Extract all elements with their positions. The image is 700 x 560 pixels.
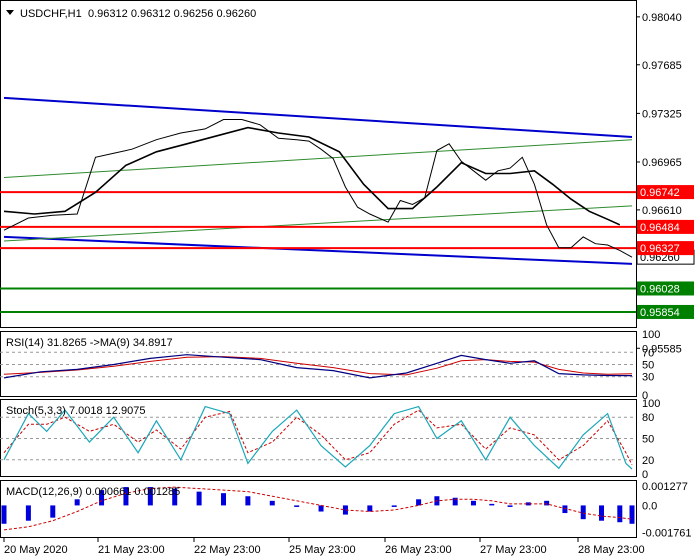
rsi-tick-0: 100	[642, 329, 660, 341]
stoch-label: Stoch(5,3,3) 7.0018 12.9075	[6, 405, 145, 417]
level-tag-4	[637, 304, 694, 319]
channel-line-3	[3, 205, 633, 242]
level-label-2: 0.96327	[640, 243, 680, 255]
stoch-tick-1: 80	[642, 412, 654, 424]
channel-line-0	[3, 96, 633, 138]
macd-bar-29	[629, 505, 635, 524]
macd-bar-23	[525, 502, 531, 506]
ohlc-label: 0.96312 0.96312 0.96256 0.96260	[88, 8, 256, 20]
macd-bar-9	[220, 493, 226, 506]
macd-indicator: 0.001277 0.0 -0.001761	[1, 481, 692, 539]
time-axis: 20 May 2020 21 May 23:00 22 May 23:00 25 Ma…	[3, 538, 645, 556]
macd-bar-13	[318, 505, 324, 512]
rsi-tick-3: 30	[642, 372, 654, 384]
symbol-dropdown-icon[interactable]	[6, 10, 14, 15]
price-panel[interactable]	[0, 0, 637, 328]
last-price-label: 0.96260	[640, 252, 680, 264]
time-label-4: 26 May 23:00	[385, 544, 452, 556]
macd-bar-15	[367, 505, 373, 512]
price-tick-label-2: 0.97325	[642, 108, 682, 120]
rsi-label: RSI(14) 31.8265 ->MA(9) 34.8917	[6, 337, 173, 349]
rsi-main-line	[3, 354, 633, 379]
macd-bar-6	[147, 487, 153, 506]
stoch-tick-0: 100	[642, 398, 660, 410]
macd-bar-17	[416, 499, 422, 506]
macd-bar-0	[1, 505, 7, 524]
level-tag-0	[637, 185, 694, 200]
level-lines	[0, 191, 636, 313]
level-tag-2	[637, 241, 694, 256]
macd-signal-line	[3, 486, 633, 531]
macd-bar-3	[74, 499, 80, 506]
price-tick-label-6: 0.95585	[642, 343, 682, 355]
price-series	[3, 119, 633, 258]
moving-average-series	[3, 126, 621, 226]
macd-tick-0: 0.001277	[642, 481, 688, 493]
macd-bar-21	[489, 503, 495, 506]
time-label-0: 20 May 2020	[4, 544, 68, 556]
macd-bar-28	[617, 505, 623, 523]
macd-bar-26	[580, 505, 586, 520]
level-label-0: 0.96742	[640, 187, 680, 199]
macd-bar-10	[245, 496, 251, 506]
level-label-1: 0.96484	[640, 222, 680, 234]
macd-bar-12	[294, 505, 300, 507]
price-tick-label-4: 0.96610	[642, 205, 682, 217]
macd-bar-20	[470, 500, 476, 506]
macd-bar-11	[269, 500, 275, 506]
channel-line-1	[3, 235, 633, 265]
price-tick-label-0: 0.98040	[642, 12, 682, 24]
level-tag-1	[637, 219, 694, 234]
macd-bar-2	[50, 505, 56, 518]
rsi-tick-2: 50	[642, 360, 654, 372]
macd-bar-16	[391, 505, 397, 507]
stochastic-indicator: 100 80 50 20 0	[0, 398, 660, 481]
symbol-label: USDCHF,H1	[20, 8, 82, 20]
macd-bar-14	[342, 505, 348, 515]
macd-bar-4	[99, 490, 105, 506]
stoch-tick-4: 0	[642, 469, 648, 481]
level-label-4: 0.95854	[640, 307, 680, 319]
level-labels: 0.96742 0.96484 0.96327 0.96028 0.95854	[637, 185, 694, 319]
macd-bar-22	[507, 505, 513, 507]
time-label-6: 28 May 23:00	[578, 544, 645, 556]
stoch-tick-3: 20	[642, 455, 654, 467]
macd-tick-2: -0.001761	[642, 527, 692, 539]
macd-tick-1: 0.0	[642, 500, 657, 512]
time-label-3: 25 May 23:00	[289, 544, 356, 556]
stoch-tick-2: 50	[642, 434, 654, 446]
macd-bar-25	[562, 505, 568, 514]
rsi-signal-line	[3, 356, 633, 376]
channel-lines	[3, 96, 633, 265]
macd-bar-24	[544, 500, 550, 506]
rsi-tick-1: 70	[642, 347, 654, 359]
time-label-2: 22 May 23:00	[194, 544, 261, 556]
macd-bar-7	[172, 488, 178, 506]
price-tick-label-1: 0.97685	[642, 60, 682, 72]
macd-bar-5	[123, 487, 129, 506]
price-axis: 0.98040 0.97685 0.97325 0.96965 0.96610 0.962…	[636, 12, 695, 355]
level-tag-3	[637, 281, 694, 296]
price-tick-label-3: 0.96965	[642, 157, 682, 169]
channel-line-2	[3, 139, 633, 178]
stoch-signal-line	[3, 409, 633, 466]
time-label-1: 21 May 23:00	[98, 544, 165, 556]
macd-bar-1	[25, 505, 31, 521]
level-label-3: 0.96028	[640, 283, 680, 295]
macd-panel[interactable]	[0, 480, 637, 538]
macd-bar-27	[599, 505, 605, 521]
macd-bar-8	[196, 491, 202, 506]
stoch-main-line	[3, 405, 633, 470]
macd-bar-19	[452, 497, 458, 506]
macd-label: MACD(12,26,9) 0.000661 0.001285	[6, 486, 180, 498]
rsi-tick-4: 0	[642, 390, 648, 402]
time-label-5: 27 May 23:00	[480, 544, 547, 556]
